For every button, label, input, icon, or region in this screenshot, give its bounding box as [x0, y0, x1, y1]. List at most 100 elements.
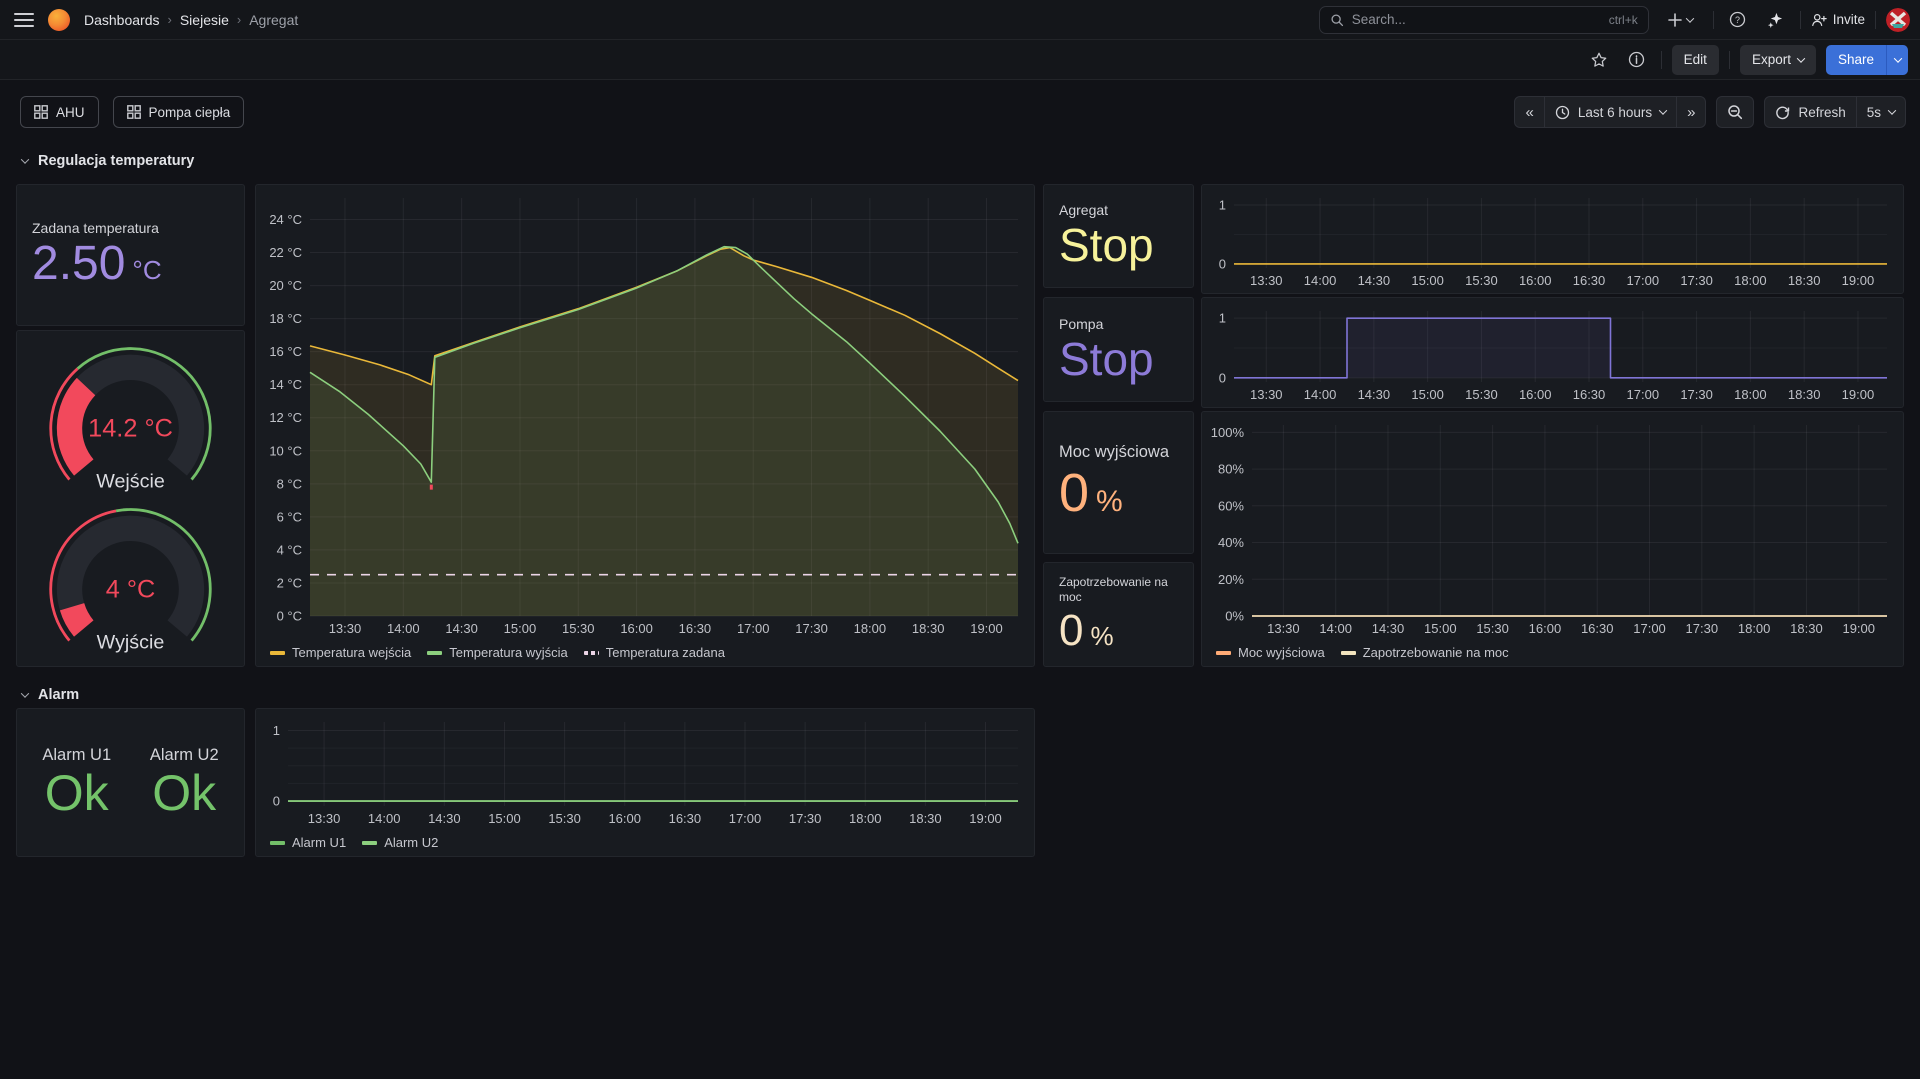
breadcrumb-current: Agregat [249, 11, 299, 28]
alarm-u1-stat: Alarm U1 Ok [42, 745, 112, 821]
panel-temperature-chart[interactable]: 13:30 14:00 14:30 15:00 15:30 16:00 16:30 17:00… [255, 184, 1035, 667]
search-field[interactable] [1351, 12, 1601, 27]
breadcrumb-dashboards[interactable]: Dashboards [84, 11, 160, 28]
svg-text:14:00: 14:00 [1304, 387, 1337, 402]
legend-item[interactable]: Alarm U1 [270, 835, 346, 850]
grafana-logo-icon[interactable] [48, 8, 70, 31]
refresh-interval-label: 5s [1866, 104, 1881, 120]
svg-text:17:30: 17:30 [1680, 387, 1713, 402]
divider [1799, 10, 1801, 29]
favorite-star-icon[interactable] [1585, 46, 1613, 74]
svg-text:15:00: 15:00 [488, 811, 521, 826]
dashboard-link-ahu[interactable]: AHU [20, 96, 99, 128]
panel-moc-series-chart[interactable]: 13:30 14:00 14:30 15:00 15:30 16:00 16:30 17:00… [1201, 411, 1904, 667]
chart-svg: 13:30 14:00 14:30 15:00 15:30 16:00 16:30 17:00… [1211, 425, 1887, 636]
chart-svg: 13:30 14:00 14:30 15:00 15:30 16:00 16:30 17:00… [1219, 311, 1887, 402]
legend-item[interactable]: Temperatura wyjścia [427, 645, 568, 660]
panel-zapotrzebowanie-na-moc: Zapotrzebowanie na moc 0% [1043, 562, 1194, 667]
chevron-down-icon [1658, 106, 1668, 115]
svg-text:13:30: 13:30 [1250, 273, 1283, 288]
svg-text:14:00: 14:00 [1304, 273, 1337, 288]
panel-zadana-temperatura: Zadana temperatura 2.50 °C [16, 184, 245, 326]
panel-temperature-gauges: 14.2 °C Wejście 4 °C Wyjście [16, 330, 245, 667]
user-avatar[interactable] [1886, 7, 1910, 32]
chart-legend: Moc wyjściowa Zapotrzebowanie na moc [1208, 642, 1897, 662]
legend-swatch [1340, 650, 1356, 655]
chevron-down-icon [20, 689, 30, 698]
zoom-out-button[interactable] [1717, 97, 1753, 127]
svg-text:15:30: 15:30 [562, 621, 595, 636]
row-header-alarm[interactable]: Alarm [20, 682, 79, 708]
panel-title: Zapotrzebowanie na moc [1059, 574, 1168, 604]
panel-pompa-series-chart[interactable]: 13:30 14:00 14:30 15:00 15:30 16:00 16:30 17:00… [1201, 297, 1904, 408]
breadcrumb-folder[interactable]: Siejesie [179, 11, 229, 28]
svg-text:100%: 100% [1211, 425, 1245, 440]
svg-text:15:30: 15:30 [1465, 387, 1498, 402]
svg-text:16:00: 16:00 [1529, 621, 1562, 636]
invite-user-icon [1811, 12, 1827, 28]
top-nav: Dashboards › Siejesie › Agregat ctrl+k [0, 0, 1920, 40]
svg-text:13:30: 13:30 [1267, 621, 1300, 636]
row-header-regulacja-temperatury[interactable]: Regulacja temperatury [20, 148, 194, 174]
svg-text:14:30: 14:30 [428, 811, 461, 826]
svg-text:Wejście: Wejście [96, 470, 165, 492]
stat-value: Ok [44, 764, 109, 821]
legend-item[interactable]: Zapotrzebowanie na moc [1340, 645, 1509, 660]
ai-sparkle-icon[interactable] [1762, 6, 1790, 34]
share-button[interactable]: Share [1825, 44, 1886, 75]
svg-text:19:00: 19:00 [970, 621, 1003, 636]
legend-item[interactable]: Alarm U2 [362, 835, 438, 850]
invite-button[interactable]: Invite [1811, 12, 1865, 28]
svg-text:18:00: 18:00 [1734, 273, 1767, 288]
legend-item[interactable]: Moc wyjściowa [1216, 645, 1325, 660]
zoom-out-icon [1728, 105, 1743, 120]
svg-text:18:30: 18:30 [1788, 273, 1821, 288]
add-new-button[interactable] [1659, 6, 1703, 34]
search-input[interactable]: ctrl+k [1318, 5, 1649, 34]
time-controls: « Last 6 hours » Refresh 5s [1514, 96, 1920, 128]
svg-text:6 °C: 6 °C [277, 509, 302, 524]
breadcrumb-separator: › [167, 12, 172, 27]
time-range-picker[interactable]: Last 6 hours [1543, 97, 1676, 127]
legend-item[interactable]: Temperatura wejścia [270, 645, 411, 660]
chart-svg: 13:30 14:00 14:30 15:00 15:30 16:00 16:30 17:00… [1219, 198, 1887, 288]
chevron-down-icon [1796, 53, 1806, 63]
svg-text:13:30: 13:30 [329, 621, 362, 636]
time-shift-back-button[interactable]: « [1525, 103, 1534, 121]
help-icon[interactable]: ? [1724, 6, 1752, 34]
menu-icon[interactable] [14, 12, 34, 27]
time-range-group: « Last 6 hours » [1514, 96, 1707, 128]
refresh-interval-picker[interactable]: 5s [1855, 97, 1905, 127]
svg-text:15:00: 15:00 [1424, 621, 1457, 636]
svg-text:4 °C: 4 °C [277, 542, 302, 557]
share-menu-button[interactable] [1886, 44, 1908, 75]
stat-value: 0% [1059, 463, 1123, 524]
info-icon[interactable] [1623, 46, 1651, 74]
svg-text:16:00: 16:00 [608, 811, 641, 826]
dashboard-toolbar: Edit Export Share [0, 40, 1920, 80]
svg-text:14 °C: 14 °C [269, 377, 302, 392]
panel-agregat-series-chart[interactable]: 13:30 14:00 14:30 15:00 15:30 16:00 16:30 17:00… [1201, 184, 1904, 294]
svg-text:16:30: 16:30 [1581, 621, 1614, 636]
svg-text:16:30: 16:30 [1573, 273, 1606, 288]
panel-title: Agregat [1059, 202, 1109, 219]
refresh-button[interactable]: Refresh [1765, 97, 1855, 127]
export-button[interactable]: Export [1739, 44, 1816, 75]
dashboard-link-pompa-ciepla[interactable]: Pompa ciepła [112, 96, 245, 128]
svg-text:19:00: 19:00 [1842, 273, 1875, 288]
chevron-down-icon [20, 155, 30, 164]
svg-text:10 °C: 10 °C [269, 443, 302, 458]
edit-button[interactable]: Edit [1671, 44, 1719, 75]
time-shift-forward-button[interactable]: » [1676, 97, 1705, 127]
svg-text:18:30: 18:30 [1790, 621, 1823, 636]
panel-alarm-chart[interactable]: 13:30 14:00 14:30 15:00 15:30 16:00 16:30 17:00… [255, 708, 1035, 857]
gauge-wejscie: 14.2 °C Wejście [27, 337, 234, 499]
legend-item[interactable]: Temperatura zadana [583, 645, 725, 660]
stat-value: Stop [1059, 332, 1154, 385]
svg-text:60%: 60% [1218, 498, 1244, 513]
svg-text:17:00: 17:00 [737, 621, 770, 636]
svg-text:20 °C: 20 °C [269, 278, 302, 293]
svg-text:18:30: 18:30 [909, 811, 942, 826]
svg-text:17:00: 17:00 [729, 811, 762, 826]
legend-swatch [583, 650, 599, 655]
